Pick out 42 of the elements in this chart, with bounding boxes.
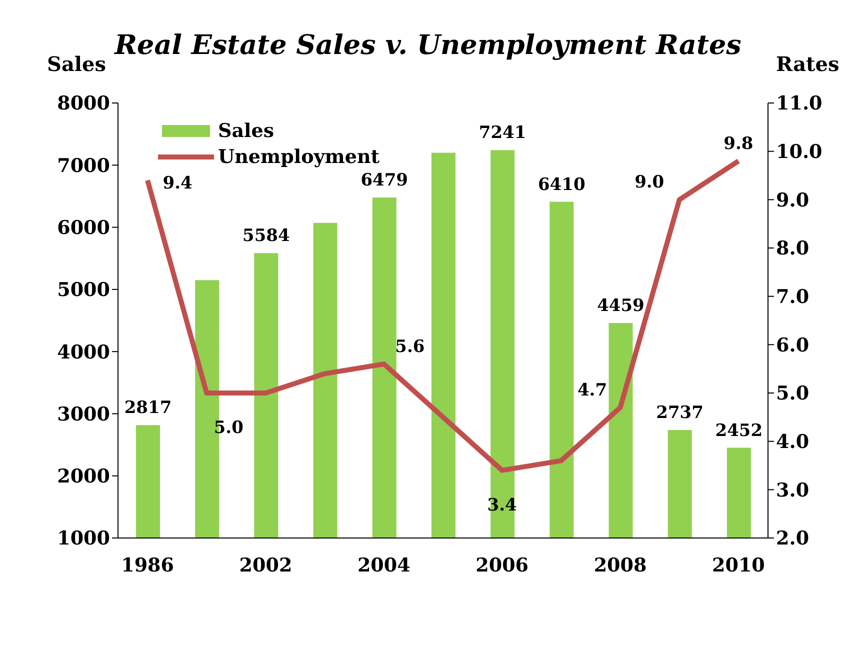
y2-tick-label: 9.0: [776, 189, 810, 212]
y-tick-label: 3000: [57, 403, 110, 426]
data-label: 4.7: [577, 380, 608, 400]
y2-tick-label: 4.0: [776, 431, 810, 454]
y2-tick-label: 11.0: [776, 92, 822, 115]
y-tick-label: 4000: [57, 341, 110, 364]
data-label: 6479: [360, 170, 408, 191]
y2-tick-label: 10.0: [776, 141, 822, 164]
y2-tick-label: 2.0: [776, 528, 810, 550]
legend-label: Sales: [218, 119, 274, 144]
x-tick-label: 2006: [476, 554, 529, 576]
data-label: 2452: [715, 420, 763, 441]
data-label: 9.0: [634, 172, 664, 193]
data-label: 2737: [656, 403, 704, 424]
y2-tick-label: 8.0: [776, 238, 810, 260]
data-label: 6410: [538, 174, 586, 195]
y-tick-label: 1000: [57, 528, 110, 550]
y-tick-label: 6000: [57, 217, 110, 240]
x-tick-label: 2002: [239, 554, 292, 576]
data-label: 4459: [597, 296, 644, 316]
y-tick-label: 2000: [57, 466, 110, 488]
y2-tick-label: 6.0: [776, 334, 810, 356]
y-tick-label: 7000: [57, 154, 110, 177]
legend-label: Unemployment: [218, 145, 380, 170]
x-tick-label: 2010: [712, 554, 765, 576]
data-label: 5584: [242, 226, 290, 246]
chart-title: Real Estate Sales v. Unemployment Rates: [114, 30, 742, 61]
y2-tick-label: 5.0: [776, 382, 810, 405]
x-tick-label: 1986: [121, 554, 174, 576]
x-tick-label: 2008: [594, 554, 647, 576]
y2-tick-label: 7.0: [776, 286, 810, 308]
y-axis-title: Sales: [47, 52, 106, 76]
y2-axis-title: Rates: [776, 52, 840, 76]
data-label: 7241: [478, 123, 526, 144]
y2-tick-label: 3.0: [776, 479, 810, 502]
y-tick-label: 8000: [57, 92, 110, 115]
data-label: 2817: [124, 398, 172, 418]
data-label: 5.6: [395, 337, 425, 357]
data-label: 9.8: [724, 134, 754, 154]
x-tick-label: 2004: [357, 554, 410, 576]
data-label: 9.4: [162, 173, 193, 194]
y-tick-label: 5000: [57, 279, 110, 302]
